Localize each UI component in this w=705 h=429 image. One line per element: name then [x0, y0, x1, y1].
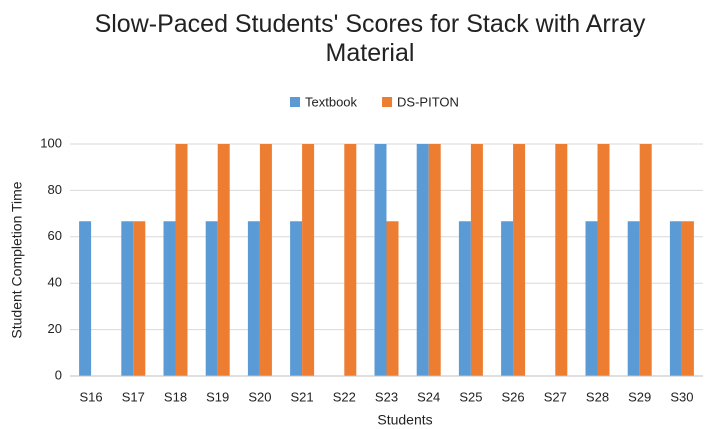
- legend-swatch: [382, 97, 393, 107]
- y-tick-label: 0: [55, 367, 62, 382]
- chart-title: Slow-Paced Students' Scores for Stack wi…: [94, 10, 646, 67]
- bar: [669, 221, 682, 376]
- x-tick-label: S25: [459, 389, 482, 404]
- bar: [597, 144, 610, 376]
- legend-label: DS-PITON: [397, 94, 459, 109]
- bar: [302, 144, 315, 376]
- x-tick-label: S22: [333, 389, 356, 404]
- bar: [470, 144, 483, 376]
- bar: [555, 144, 568, 376]
- x-tick-label: S27: [544, 389, 567, 404]
- bar: [681, 221, 694, 376]
- y-tick-label: 100: [40, 135, 62, 150]
- bar: [416, 144, 429, 376]
- y-tick-label: 20: [48, 321, 62, 336]
- bar: [627, 221, 640, 376]
- y-axis-label: Student Completion Time: [9, 181, 25, 338]
- bar: [374, 144, 387, 376]
- bar: [513, 144, 526, 376]
- x-tick-label: S29: [628, 389, 651, 404]
- bar: [585, 221, 598, 376]
- bar: [121, 221, 134, 376]
- y-tick-label: 40: [48, 275, 62, 290]
- bar: [205, 221, 218, 376]
- bar: [290, 221, 303, 376]
- x-tick-label: S21: [291, 389, 314, 404]
- legend-label: Textbook: [305, 94, 358, 109]
- bar: [175, 144, 188, 376]
- bar: [639, 144, 652, 376]
- bar: [163, 221, 176, 376]
- bar: [344, 144, 357, 376]
- x-tick-label: S17: [122, 389, 145, 404]
- bar: [386, 221, 399, 376]
- x-axis-label: Students: [377, 412, 432, 428]
- x-tick-label: S24: [417, 389, 440, 404]
- x-tick-label: S26: [502, 389, 525, 404]
- bar: [79, 221, 92, 376]
- y-tick-label: 80: [48, 182, 62, 197]
- x-tick-label: S16: [80, 389, 103, 404]
- bar: [247, 221, 260, 376]
- x-tick-label: S19: [206, 389, 229, 404]
- x-tick-label: S23: [375, 389, 398, 404]
- bar: [501, 221, 514, 376]
- legend-swatch: [290, 97, 300, 107]
- y-tick-label: 60: [48, 228, 62, 243]
- bar: [217, 144, 230, 376]
- x-tick-label: S20: [248, 389, 271, 404]
- x-tick-label: S30: [670, 389, 693, 404]
- x-tick-label: S18: [164, 389, 187, 404]
- bar: [133, 221, 146, 376]
- x-tick-label: S28: [586, 389, 609, 404]
- bar: [259, 144, 272, 376]
- bar: [428, 144, 441, 376]
- bar: [458, 221, 471, 376]
